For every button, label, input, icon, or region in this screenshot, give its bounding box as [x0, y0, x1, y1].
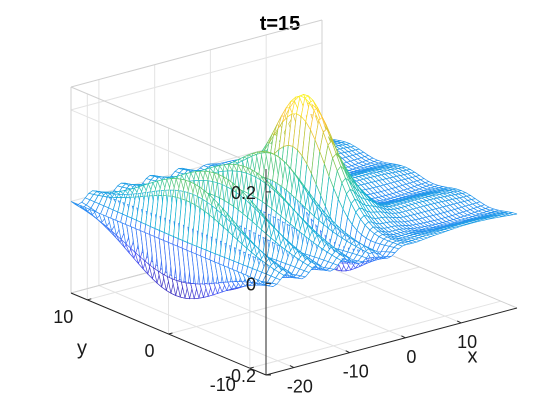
x-tick-mark [345, 350, 350, 354]
y-tick-label: -10 [210, 375, 236, 395]
grid-line [249, 300, 501, 369]
y-tick-label: 10 [53, 307, 73, 327]
x-axis-label: x [468, 345, 478, 367]
y-axis-label: y [77, 337, 87, 359]
x-tick-label: -20 [287, 377, 313, 397]
axes-frame-edge [70, 19, 323, 88]
y-tick-mark [87, 298, 92, 301]
grid-line [70, 42, 323, 111]
y-tick-mark [168, 332, 173, 335]
x-tick-label: 10 [457, 332, 477, 352]
x-tick-mark [289, 365, 295, 369]
y-tick-label: 0 [144, 341, 154, 361]
grid-line [168, 266, 420, 335]
axes-frame-edge [70, 86, 267, 170]
x-tick-label: -10 [343, 362, 369, 382]
x-axis-line [265, 307, 518, 376]
y-tick-mark [249, 366, 254, 369]
x-tick-mark [456, 320, 462, 324]
axes: -0.2 0 0.2 -20 -10 0 10 -10 0 10 [53, 169, 518, 397]
chart-title: t=15 [260, 13, 301, 35]
mesh-cell [508, 212, 518, 216]
z-tick-label: 0.2 [231, 183, 256, 203]
z-tick-label: -0.2 [225, 366, 256, 386]
z-tick-label: 0 [246, 274, 256, 294]
x-tick-label: 0 [406, 347, 416, 367]
x-tick-mark [401, 335, 406, 339]
surface-mesh [70, 93, 518, 300]
